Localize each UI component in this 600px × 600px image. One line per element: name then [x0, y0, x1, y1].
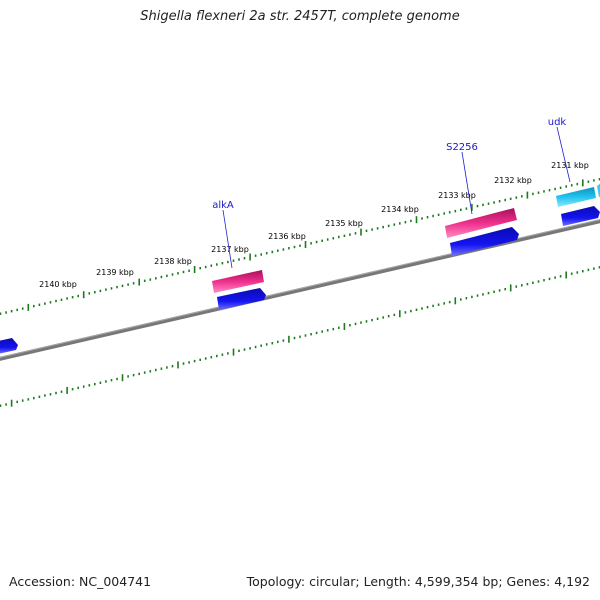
- scale-label: 2131 kbp: [551, 161, 589, 170]
- scale-label: 2135 kbp: [325, 219, 363, 228]
- gene-leader-line: [461, 151, 473, 215]
- cds-feature-blue: [0, 338, 18, 354]
- cds-feature-cyan: [556, 187, 596, 207]
- scale-label: 2133 kbp: [438, 191, 476, 200]
- cds-feature-blue: [217, 288, 266, 310]
- cds-feature-pink: [445, 208, 517, 238]
- scale-labels: 2131 kbp 2132 kbp 2133 kbp 2134 kbp 2135…: [39, 161, 589, 289]
- genome-summary: Topology: circular; Length: 4,599,354 bp…: [246, 574, 590, 589]
- genome-backbone: [0, 219, 600, 361]
- scale-label: 2137 kbp: [211, 245, 249, 254]
- genome-backbone-highlight: [0, 219, 600, 358]
- cds-feature-blue: [561, 206, 600, 226]
- map-title: Shigella flexneri 2a str. 2457T, complet…: [140, 9, 460, 24]
- gene-s2256[interactable]: S2256: [445, 142, 519, 256]
- gene-udk[interactable]: udk: [548, 117, 600, 226]
- gene-leader-line: [556, 126, 571, 183]
- inner-tick-ring: [0, 266, 600, 407]
- gene-label: S2256: [446, 142, 478, 153]
- cds-feature-pink: [212, 270, 264, 293]
- gene-leader-line: [222, 209, 233, 269]
- cds-feature-cyan-edge: [597, 183, 600, 197]
- gene-label: alkA: [212, 200, 234, 211]
- gene-alka[interactable]: alkA: [212, 200, 266, 310]
- scale-label: 2138 kbp: [154, 257, 192, 266]
- gene-partial-left[interactable]: [0, 338, 18, 354]
- accession-label: Accession: NC_004741: [9, 574, 152, 589]
- outer-tick-ring: [0, 178, 600, 315]
- scale-label: 2132 kbp: [494, 176, 532, 185]
- cds-feature-blue: [450, 227, 519, 256]
- scale-label: 2140 kbp: [39, 280, 77, 289]
- scale-label: 2136 kbp: [268, 232, 306, 241]
- scale-label: 2134 kbp: [381, 205, 419, 214]
- scale-label: 2139 kbp: [96, 268, 134, 277]
- gene-label: udk: [548, 117, 567, 128]
